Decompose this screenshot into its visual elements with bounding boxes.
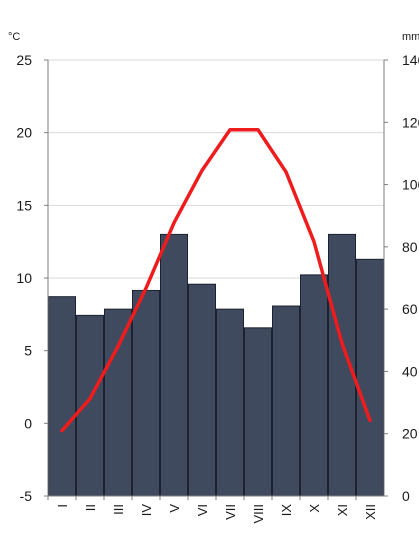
right-tick-label-5: 100 bbox=[402, 177, 419, 193]
left-tick-label-3: 10 bbox=[16, 270, 32, 286]
right-tick-label-7: 140 bbox=[402, 52, 419, 68]
right-tick-label-1: 20 bbox=[402, 426, 418, 442]
month-label-VI: VI bbox=[195, 504, 210, 516]
chart-axes bbox=[44, 59, 388, 500]
right-tick-label-4: 80 bbox=[402, 239, 418, 255]
temperature-line bbox=[60, 128, 372, 433]
month-label-VII: VII bbox=[223, 504, 238, 520]
right-tick-label-2: 40 bbox=[402, 363, 418, 379]
left-tick-label-4: 15 bbox=[16, 197, 32, 213]
right-tick-label-0: 0 bbox=[402, 488, 410, 504]
month-label-I: I bbox=[55, 504, 70, 508]
month-label-IX: IX bbox=[279, 504, 294, 517]
bar-IV bbox=[132, 289, 160, 497]
bar-V bbox=[160, 233, 188, 497]
right-axis-unit: mm bbox=[402, 31, 419, 43]
month-label-IV: IV bbox=[139, 504, 154, 517]
month-label-XII: XII bbox=[363, 504, 378, 520]
left-tick-label-1: 0 bbox=[24, 415, 32, 431]
left-tick-label-0: -5 bbox=[20, 488, 33, 504]
month-label-V: V bbox=[167, 504, 182, 513]
bar-III bbox=[104, 308, 132, 497]
bar-I bbox=[48, 296, 76, 497]
left-tick-label-5: 20 bbox=[16, 125, 32, 141]
right-axis-tick-labels: 0 20 40 60 80 100 120 140 bbox=[402, 52, 419, 504]
bar-VII bbox=[216, 308, 244, 497]
month-label-III: III bbox=[111, 504, 126, 515]
month-label-X: X bbox=[307, 504, 322, 513]
precipitation-bars bbox=[48, 233, 384, 497]
left-axis-tick-labels: -5 0 5 10 15 20 25 bbox=[16, 52, 32, 504]
right-tick-label-3: 60 bbox=[402, 301, 418, 317]
left-tick-label-6: 25 bbox=[16, 52, 32, 68]
month-label-XI: XI bbox=[335, 504, 350, 516]
left-tick-label-2: 5 bbox=[24, 343, 32, 359]
bar-VI bbox=[188, 283, 216, 497]
right-tick-label-6: 120 bbox=[402, 114, 419, 130]
bar-II bbox=[76, 314, 104, 497]
bar-X bbox=[300, 274, 328, 497]
bar-VIII bbox=[244, 327, 272, 497]
month-label-II: II bbox=[83, 504, 98, 511]
bar-IX bbox=[272, 305, 300, 497]
bar-XII bbox=[356, 258, 384, 497]
month-label-VIII: VIII bbox=[251, 504, 266, 524]
month-tick-labels: I II III IV V VI VII VIII IX X XI XII bbox=[55, 504, 378, 524]
left-axis-unit: °C bbox=[8, 31, 20, 43]
